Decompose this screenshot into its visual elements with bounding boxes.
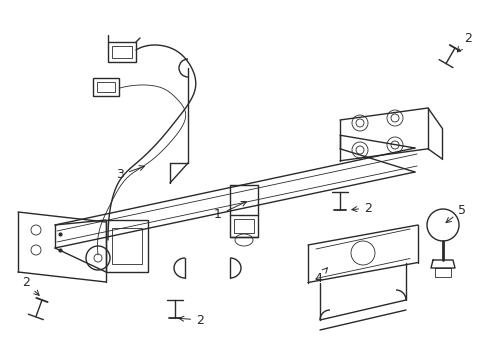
Text: 3: 3	[116, 166, 145, 181]
Text: 2: 2	[22, 276, 39, 295]
Text: 5: 5	[446, 203, 466, 222]
Bar	[106, 220, 148, 272]
Bar	[108, 42, 136, 62]
Text: 2: 2	[457, 31, 472, 52]
Bar	[234, 219, 254, 233]
Text: 1: 1	[214, 202, 246, 221]
Bar	[112, 228, 142, 264]
Bar	[93, 78, 119, 96]
Bar	[97, 82, 115, 92]
Bar	[112, 46, 132, 58]
Bar	[230, 215, 258, 237]
Text: 2: 2	[352, 202, 372, 215]
Text: 2: 2	[179, 314, 204, 327]
Text: 4: 4	[314, 268, 327, 284]
